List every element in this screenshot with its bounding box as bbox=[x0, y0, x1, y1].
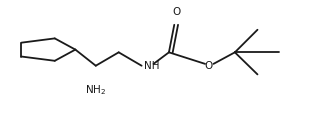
Text: NH: NH bbox=[144, 61, 160, 71]
Text: O: O bbox=[205, 61, 213, 71]
Text: O: O bbox=[172, 7, 180, 17]
Text: NH$_2$: NH$_2$ bbox=[85, 83, 106, 97]
